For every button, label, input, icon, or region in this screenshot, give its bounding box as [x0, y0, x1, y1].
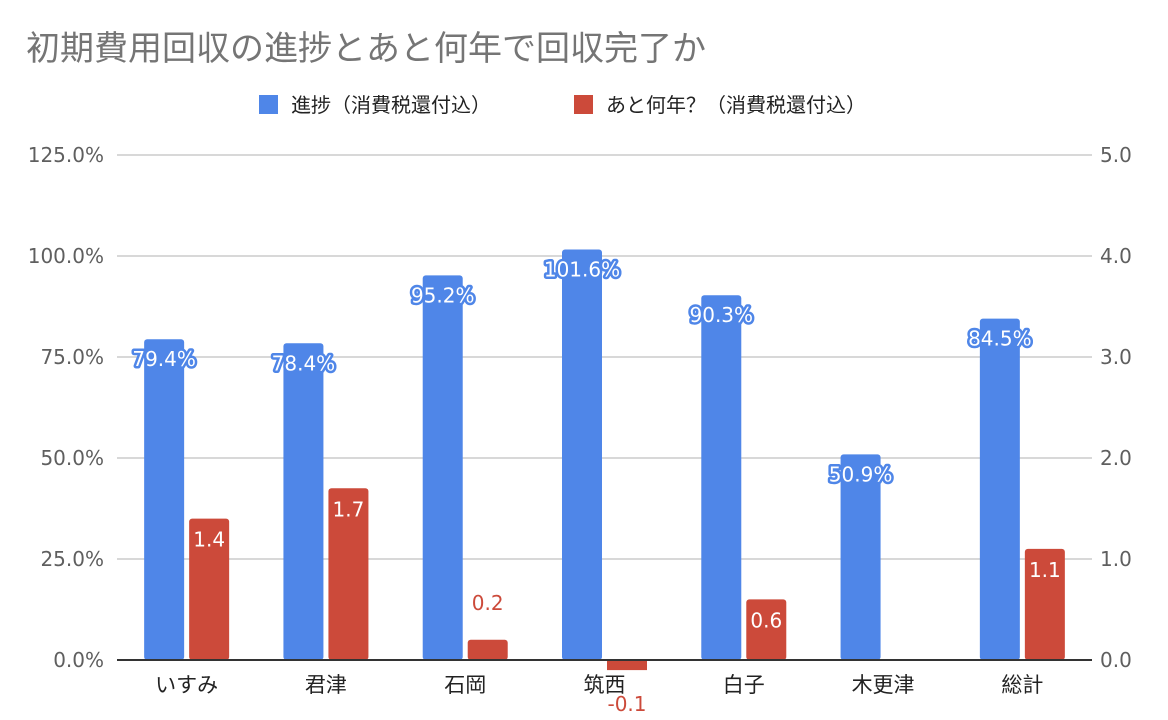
- legend-label-progress: 進捗（消費税還付込）: [291, 93, 491, 117]
- right-tick-label: 1.0: [1100, 547, 1132, 571]
- left-tick-label: 100.0%: [28, 244, 104, 268]
- left-tick-label: 125.0%: [28, 143, 104, 167]
- data-label-progress: 101.6%: [544, 258, 620, 282]
- legend: 進捗（消費税還付込） あと何年？（消費税還付込）: [259, 93, 866, 117]
- right-tick-label: 0.0: [1100, 648, 1132, 672]
- chart-title: 初期費用回収の進捗とあと何年で回収完了か: [26, 29, 706, 69]
- bar-progress: [562, 249, 602, 660]
- bar-progress: [422, 275, 463, 660]
- category-label: 総計: [1001, 673, 1043, 697]
- right-tick-label: 3.0: [1100, 345, 1132, 369]
- data-label-years: 1.1: [1029, 558, 1061, 582]
- gridlines: [117, 154, 1092, 560]
- data-label-years: 1.4: [193, 528, 225, 552]
- bar-progress: [701, 295, 742, 660]
- left-tick-label: 25.0%: [40, 547, 104, 571]
- data-label-progress: 84.5%: [968, 327, 1032, 351]
- right-axis-ticks: 0.0 1.0 2.0 3.0 4.0 5.0: [1100, 143, 1132, 672]
- data-label-progress: 78.4%: [272, 351, 336, 375]
- bar-years: [1024, 548, 1065, 660]
- bar-progress: [283, 343, 324, 660]
- legend-swatch-years: [574, 95, 593, 114]
- right-tick-label: 4.0: [1100, 244, 1132, 268]
- data-label-progress: 79.4%: [132, 347, 196, 371]
- legend-label-years: あと何年？（消費税還付込）: [606, 93, 866, 117]
- bar-years: [607, 660, 647, 671]
- bar-progress: [979, 318, 1020, 660]
- left-tick-label: 75.0%: [40, 345, 104, 369]
- right-tick-label: 5.0: [1100, 143, 1132, 167]
- category-label: 君津: [305, 673, 347, 697]
- left-tick-label: 0.0%: [53, 648, 104, 672]
- left-tick-label: 50.0%: [40, 446, 104, 470]
- data-label-years: 1.7: [333, 497, 365, 521]
- category-labels: いすみ 君津 石岡 筑西 白子 木更津 総計: [155, 673, 1043, 697]
- category-label: 筑西: [584, 673, 626, 697]
- category-label: いすみ: [155, 673, 218, 697]
- category-label: 石岡: [444, 673, 486, 697]
- bar-progress: [840, 454, 881, 660]
- bar-progress: [144, 339, 185, 660]
- bar-years: [328, 488, 369, 660]
- bars: [144, 249, 1065, 671]
- data-label-years: 0.2: [472, 591, 504, 615]
- bar-years: [746, 599, 787, 660]
- left-axis-ticks: 0.0% 25.0% 50.0% 75.0% 100.0% 125.0%: [28, 143, 104, 672]
- data-label-progress: 95.2%: [411, 283, 475, 307]
- category-label: 白子: [723, 673, 765, 697]
- data-label-years: 0.6: [750, 608, 782, 632]
- category-label: 木更津: [852, 673, 915, 697]
- data-label-progress: 90.3%: [690, 303, 754, 327]
- data-label-years: -0.1: [607, 692, 646, 716]
- data-label-progress: 50.9%: [829, 462, 893, 486]
- data-labels: 79.4% 1.4 78.4% 1.7 95.2% 0.2 101.6% -0.1 90.3% 0…: [130, 255, 1061, 716]
- legend-swatch-progress: [259, 95, 278, 114]
- bar-years: [467, 639, 508, 660]
- right-tick-label: 2.0: [1100, 446, 1132, 470]
- bar-years: [189, 518, 230, 660]
